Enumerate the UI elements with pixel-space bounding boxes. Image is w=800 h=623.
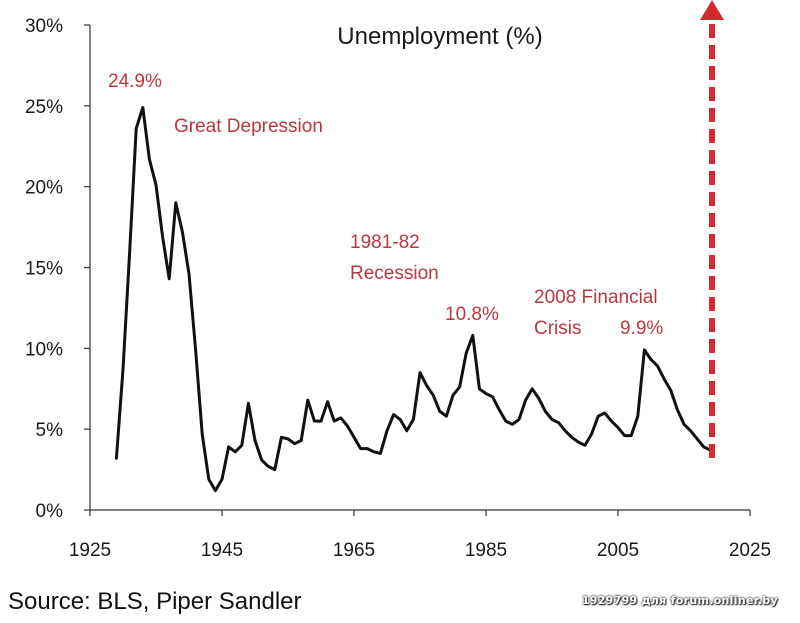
annotation-recession: Recession xyxy=(350,263,439,284)
chart-title: Unemployment (%) xyxy=(337,23,542,50)
arrow-head xyxy=(700,0,724,20)
x-tick-label: 1945 xyxy=(201,540,243,561)
annotation-2008-financial: 2008 Financial xyxy=(534,287,658,308)
annotation-peak-1933: 24.9% xyxy=(108,71,162,92)
unemployment-line xyxy=(114,106,712,493)
y-tick-labels: 0% 5% 10% 15% 20% 25% 30% xyxy=(25,16,63,522)
upward-arrow-icon xyxy=(700,0,724,458)
unemployment-chart: Unemployment (%) 0% 5% 10% 15% 20% 25% 30% 192… xyxy=(25,0,771,561)
source-caption: Source: BLS, Piper Sandler xyxy=(8,588,302,615)
y-tick-label: 5% xyxy=(36,420,64,441)
annotation-peak-1982: 10.8% xyxy=(445,304,499,325)
y-tick-label: 15% xyxy=(25,259,63,280)
annotation-crisis: Crisis xyxy=(534,318,582,339)
annotation-1981-82: 1981-82 xyxy=(350,232,420,253)
y-tick-label: 20% xyxy=(25,178,63,199)
y-tick-label: 25% xyxy=(25,97,63,118)
x-tick-label: 2025 xyxy=(729,540,771,561)
annotation-great-depression: Great Depression xyxy=(174,116,323,137)
axes xyxy=(84,24,751,516)
x-tick-label: 2005 xyxy=(597,540,639,561)
y-tick-label: 30% xyxy=(25,16,63,37)
y-tick-label: 10% xyxy=(25,339,63,360)
watermark: 1929799 для forum.onliner.by xyxy=(581,594,778,607)
x-tick-label: 1985 xyxy=(465,540,507,561)
x-tick-label: 1925 xyxy=(69,540,111,561)
x-tick-label: 1965 xyxy=(333,540,375,561)
x-tick-labels: 1925 1945 1965 1985 2005 2025 xyxy=(69,540,771,561)
annotation-peak-2009: 9.9% xyxy=(620,318,663,339)
y-tick-label: 0% xyxy=(36,501,64,522)
